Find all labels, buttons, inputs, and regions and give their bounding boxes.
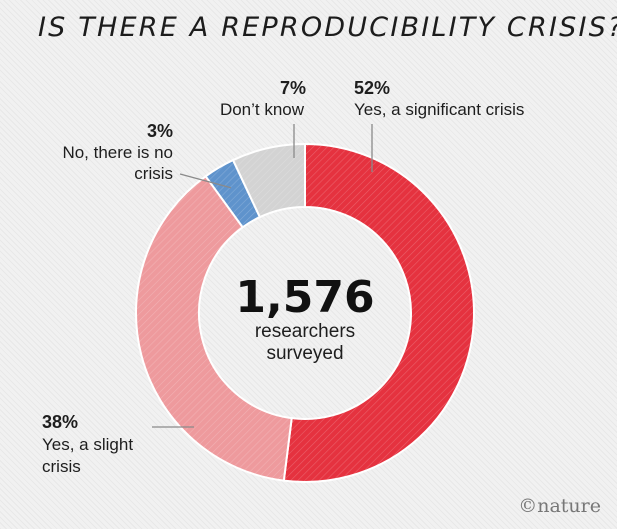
nature-credit: ©nature: [518, 495, 601, 517]
leader-lines: [152, 124, 373, 428]
leader-line-no-crisis: [179, 173, 232, 189]
slice-slight-percent: 38%: [42, 412, 78, 432]
slice-no-crisis-texture: [205, 160, 260, 228]
slice-dont-know-percent: 7%: [280, 78, 306, 98]
slice-no-crisis-percent: 3%: [147, 121, 173, 141]
slice-no-crisis-label-line1: No, there is no: [62, 143, 173, 162]
slice-slight-label-line2: crisis: [42, 457, 81, 476]
center-total: 1,576: [235, 272, 374, 323]
slice-dont-know-texture: [233, 144, 305, 218]
slice-slight-label-line1: Yes, a slight: [42, 435, 133, 454]
slice-significant-texture: [283, 144, 474, 482]
center-label-line1: researchers: [255, 321, 355, 342]
slice-no-crisis-label-line2: crisis: [134, 164, 173, 183]
slice-significant-percent: 52%: [354, 78, 390, 98]
slice-significant-label: Yes, a significant crisis: [354, 100, 524, 119]
slice-texture: [135, 144, 474, 482]
slice-slight-texture: [135, 176, 292, 481]
chart-title: IS THERE A REPRODUCIBILITY CRISIS?: [38, 12, 617, 43]
slice-dont-know-label: Don’t know: [220, 100, 305, 119]
center-label-line2: surveyed: [266, 343, 343, 364]
